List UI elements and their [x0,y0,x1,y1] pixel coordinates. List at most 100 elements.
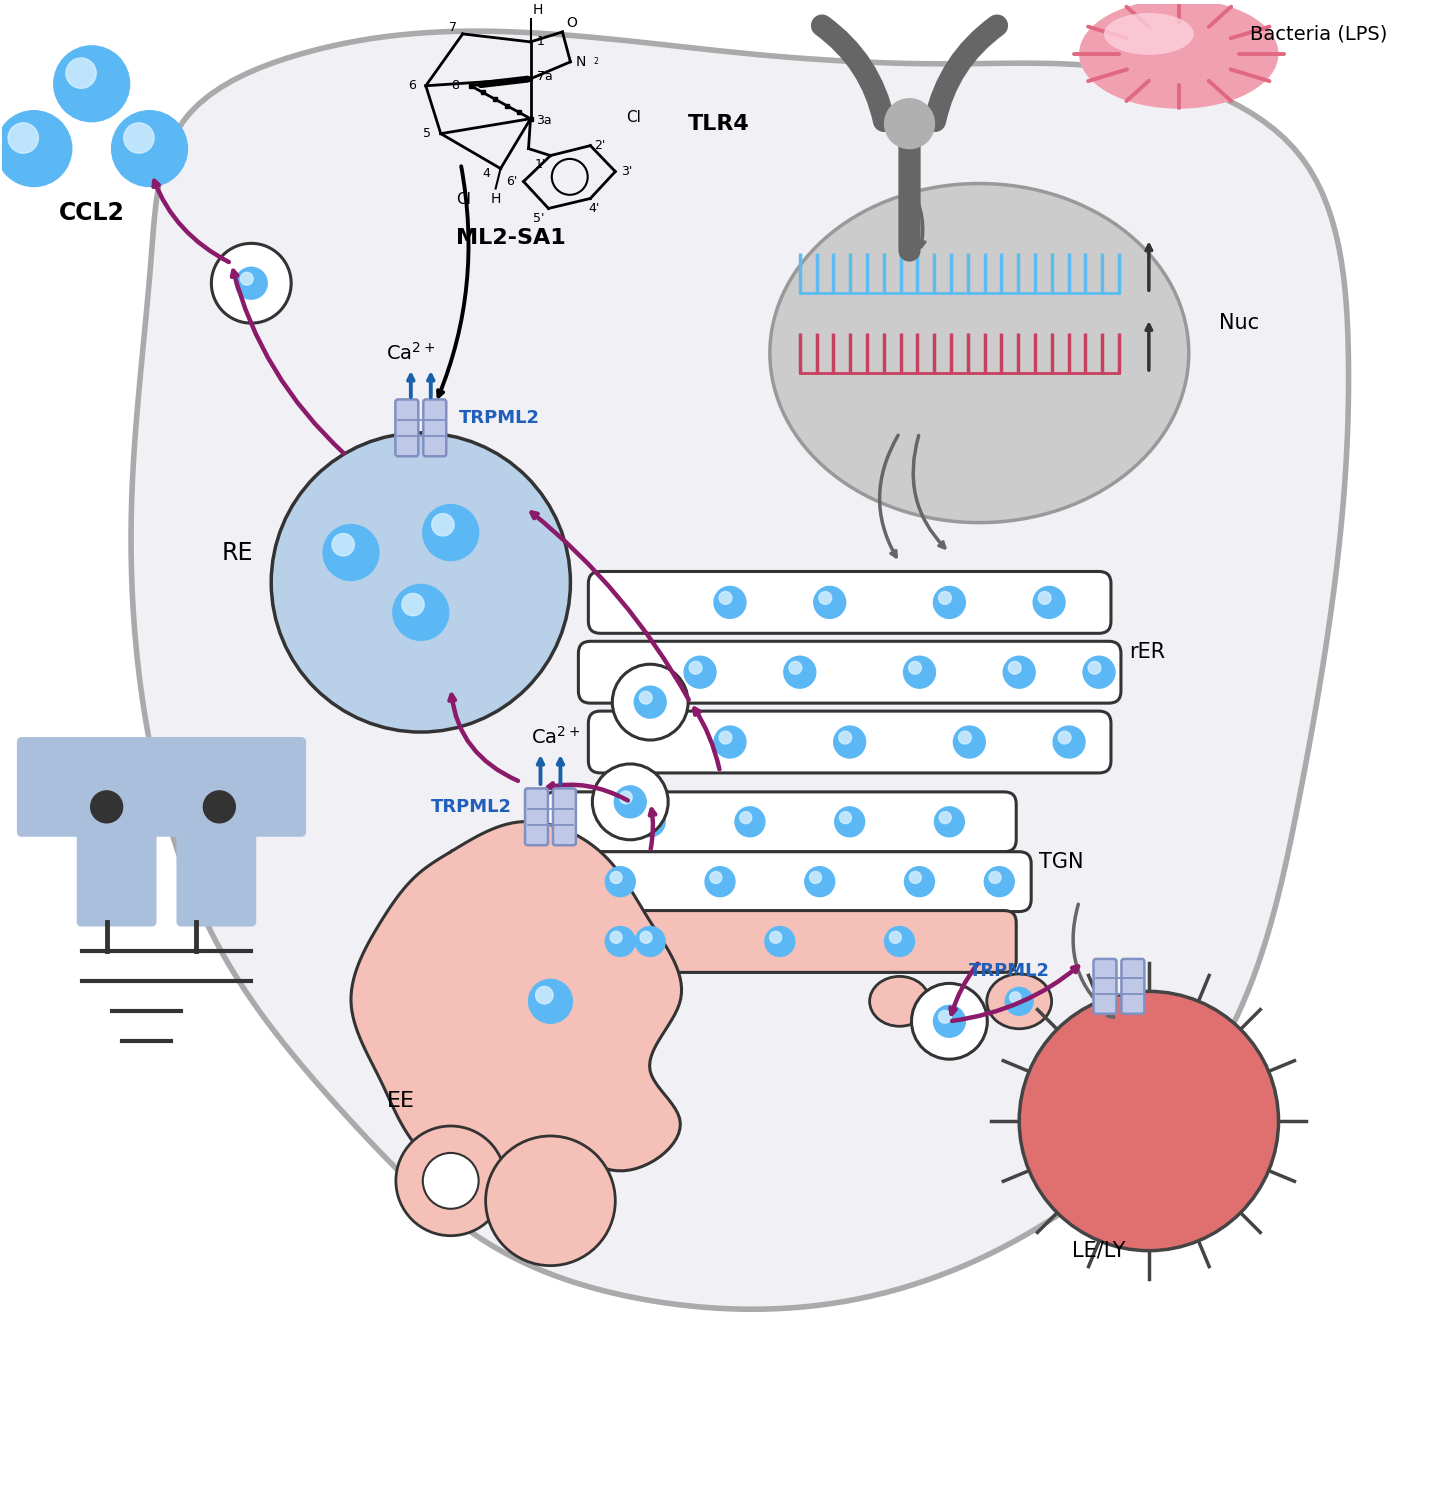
Text: H: H [533,3,543,16]
Circle shape [904,657,935,688]
Circle shape [636,807,665,837]
Text: Ca$^{2+}$: Ca$^{2+}$ [531,726,581,748]
Text: ML2-SA1: ML2-SA1 [456,228,566,249]
Circle shape [820,591,831,604]
Circle shape [640,692,652,703]
Circle shape [605,927,636,957]
Ellipse shape [592,764,668,840]
Ellipse shape [770,183,1189,522]
Text: TRPML2: TRPML2 [432,798,511,816]
Ellipse shape [986,974,1051,1029]
Circle shape [720,591,731,604]
Circle shape [840,812,851,824]
Polygon shape [130,32,1348,1310]
Ellipse shape [870,976,930,1026]
Circle shape [634,686,666,718]
Text: CCL2: CCL2 [59,201,125,225]
Circle shape [423,504,479,561]
Text: 3': 3' [621,165,633,178]
Text: rER: rER [1129,642,1166,663]
Circle shape [1083,657,1115,688]
Circle shape [805,867,834,897]
Circle shape [1038,591,1051,604]
Circle shape [789,662,802,674]
Circle shape [9,123,39,153]
Circle shape [989,871,1001,883]
Text: 8: 8 [450,80,459,93]
Text: 5: 5 [423,128,432,140]
Circle shape [834,726,866,758]
Circle shape [905,867,934,897]
Circle shape [889,932,901,944]
Circle shape [323,525,379,580]
Ellipse shape [1103,13,1193,55]
Circle shape [720,730,731,744]
Circle shape [423,1154,479,1209]
Circle shape [392,585,449,640]
Text: 7a: 7a [537,70,552,84]
Circle shape [640,932,652,944]
Circle shape [714,726,746,758]
Circle shape [610,932,623,944]
Circle shape [614,786,646,818]
Circle shape [740,812,752,824]
Text: 4': 4' [589,202,599,216]
Text: TLR4: TLR4 [688,114,750,134]
Circle shape [714,586,746,618]
FancyBboxPatch shape [77,822,156,927]
Text: TRPML2: TRPML2 [459,410,540,428]
Circle shape [814,586,846,618]
Circle shape [1058,730,1072,744]
Circle shape [605,867,636,897]
FancyBboxPatch shape [1121,958,1144,1014]
Circle shape [940,812,951,824]
FancyBboxPatch shape [526,789,547,844]
Text: 3a: 3a [537,114,552,128]
Circle shape [529,980,572,1023]
Text: Nuc: Nuc [1219,314,1258,333]
Circle shape [959,730,972,744]
FancyBboxPatch shape [423,399,446,456]
Polygon shape [350,822,682,1184]
Circle shape [938,591,951,604]
FancyBboxPatch shape [543,792,1016,852]
Text: EE: EE [387,1090,416,1112]
Text: Ca$^{2+}$: Ca$^{2+}$ [387,342,436,364]
Circle shape [1008,662,1021,674]
Text: RE: RE [222,540,253,564]
Circle shape [1087,662,1100,674]
Circle shape [236,267,268,298]
FancyBboxPatch shape [543,910,1016,972]
Circle shape [909,871,921,883]
Circle shape [54,46,129,122]
Text: Cl: Cl [456,192,471,207]
Text: 4: 4 [482,166,491,180]
Ellipse shape [613,664,688,740]
Circle shape [1009,992,1021,1004]
Circle shape [909,662,921,674]
FancyBboxPatch shape [17,736,306,837]
Ellipse shape [911,984,988,1059]
FancyBboxPatch shape [529,852,1031,912]
FancyBboxPatch shape [177,822,256,927]
Circle shape [0,111,72,186]
Circle shape [783,657,815,688]
Circle shape [1019,992,1279,1251]
FancyBboxPatch shape [553,789,576,844]
Circle shape [1034,586,1066,618]
Text: N: N [575,56,586,69]
Circle shape [683,657,715,688]
Circle shape [536,987,553,1004]
Text: 6: 6 [408,80,416,93]
Circle shape [610,871,623,883]
Text: LE/LY: LE/LY [1073,1240,1125,1260]
Text: 1: 1 [537,36,544,48]
Circle shape [123,123,153,153]
Circle shape [1053,726,1085,758]
Circle shape [67,58,96,88]
Circle shape [953,726,985,758]
Circle shape [271,433,571,732]
Circle shape [710,871,721,883]
Circle shape [934,586,966,618]
Circle shape [938,1011,951,1023]
